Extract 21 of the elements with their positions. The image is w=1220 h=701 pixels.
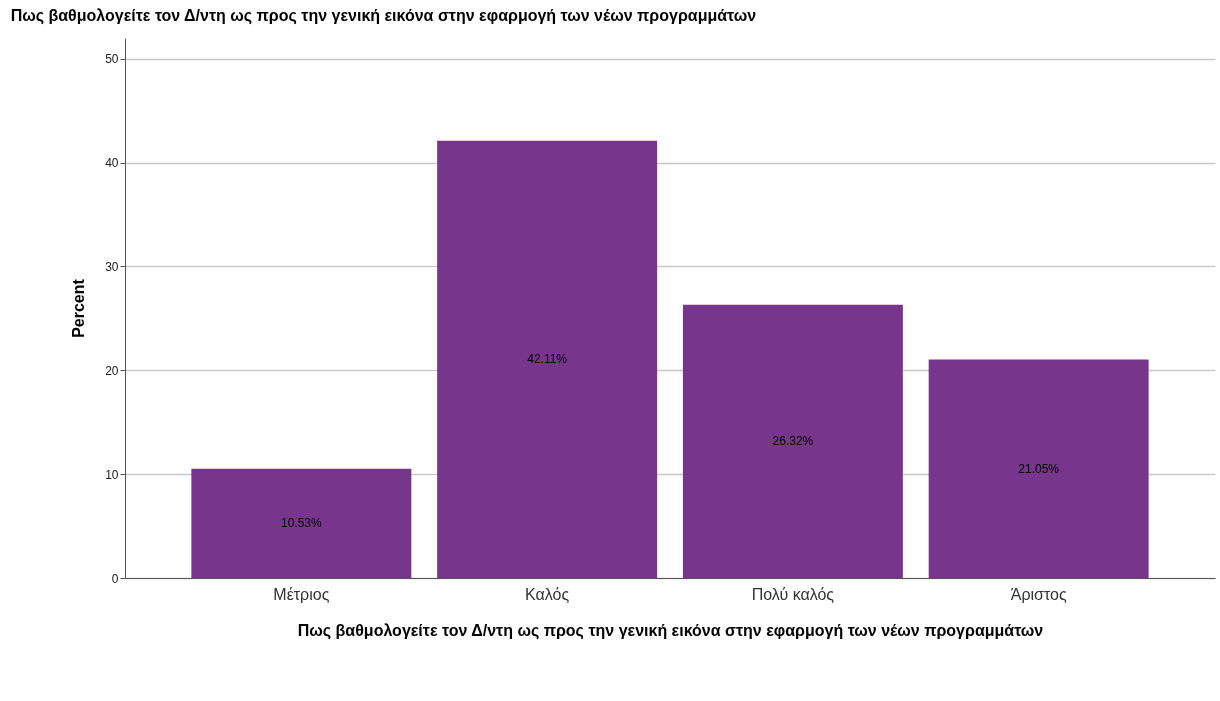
x-tick-label: Καλός bbox=[525, 585, 570, 603]
y-tick-label: 10 bbox=[105, 467, 119, 482]
y-tick-label: 40 bbox=[105, 156, 119, 171]
y-tick-label: 50 bbox=[105, 52, 119, 67]
data-label: 10.53% bbox=[280, 516, 323, 531]
chart-title: Πως βαθμολογείτε τον Δ/ντη ως προς την γενική εικόνα στην εφαρμογή των νέων προγραμμάτων bbox=[10, 7, 757, 25]
y-tick-label: 30 bbox=[105, 259, 119, 274]
data-label: 21.05% bbox=[1018, 461, 1060, 476]
y-tick-label: 0 bbox=[111, 571, 119, 586]
y-axis-title: Percent bbox=[70, 278, 88, 338]
bar bbox=[682, 304, 903, 578]
x-axis-title: Πως βαθμολογείτε τον Δ/ντη ως προς την γενική εικόνα στην εφαρμογή των νέων προγραμμάτων bbox=[297, 621, 1044, 640]
x-tick-label: Μέτριος bbox=[273, 585, 330, 603]
x-tick-label: Πολύ καλός bbox=[751, 585, 835, 603]
bar bbox=[191, 468, 412, 578]
data-label: 26.32% bbox=[772, 434, 814, 449]
y-tick-label: 20 bbox=[105, 363, 119, 378]
bar bbox=[437, 140, 658, 578]
data-label: 42.11% bbox=[527, 352, 568, 367]
bar bbox=[928, 359, 1149, 578]
x-tick-label: Άριστος bbox=[1010, 585, 1067, 603]
